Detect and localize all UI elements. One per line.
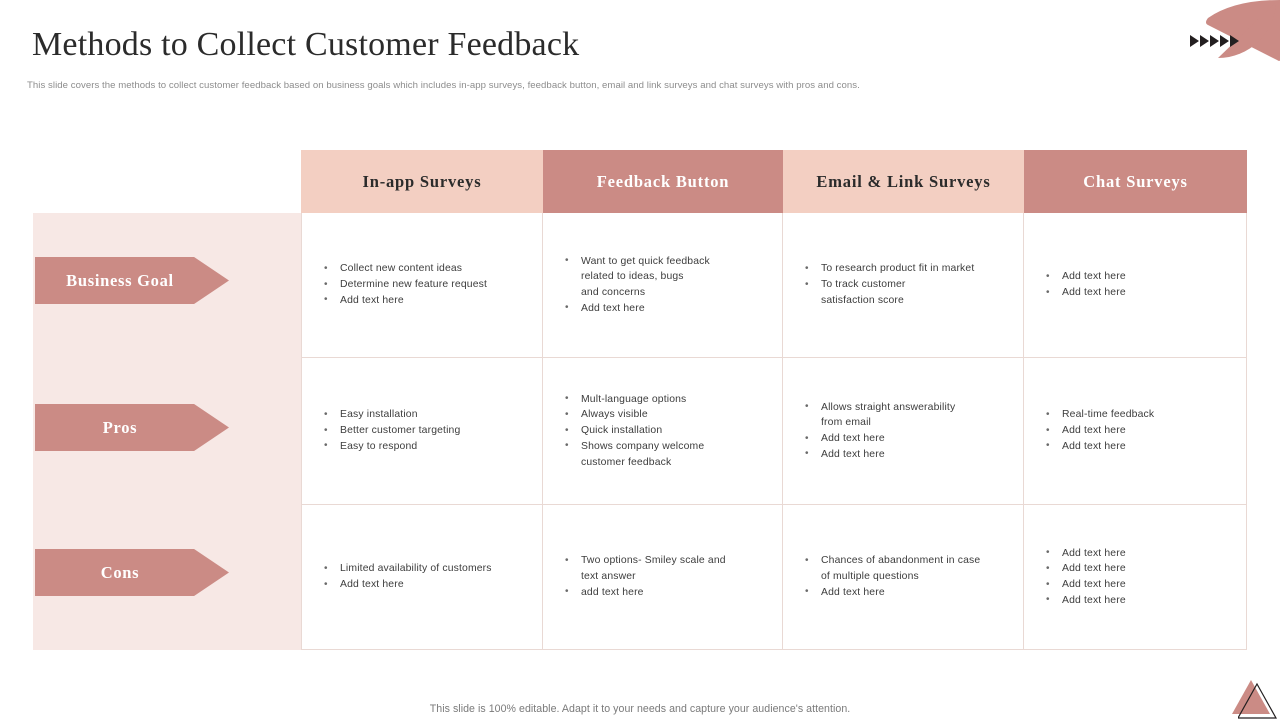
play-triangle-icon	[1190, 35, 1199, 47]
bullet-list: Real-time feedbackAdd text hereAdd text …	[1046, 407, 1154, 454]
table-cell: Chances of abandonment in case of multip…	[783, 505, 1024, 650]
bullet-item: To research product fit in market	[805, 261, 974, 277]
table-cell: Collect new content ideasDetermine new f…	[301, 213, 543, 358]
play-triangle-icon	[1200, 35, 1209, 47]
bullet-item: Add text here	[1046, 577, 1126, 593]
bullet-item: Add text here	[1046, 269, 1126, 285]
bullet-item: Two options- Smiley scale and text answe…	[565, 553, 726, 584]
column-header-email-link-surveys: Email & Link Surveys	[783, 150, 1024, 213]
row-label-text: Business Goal	[66, 270, 174, 290]
bullet-item: Add text here	[1046, 545, 1126, 562]
bullet-item: Shows company welcome customer feedback	[565, 438, 704, 470]
bullet-list: Mult-language optionsAlways visibleQuick…	[565, 391, 704, 471]
row-label-business-goal: Business Goal	[35, 257, 229, 304]
table-cell: To research product fit in marketTo trac…	[783, 213, 1024, 358]
bullet-item: Add text here	[1046, 285, 1126, 301]
table-cell: Real-time feedbackAdd text hereAdd text …	[1024, 358, 1247, 505]
table-cell: Two options- Smiley scale and text answe…	[543, 505, 783, 650]
bullet-item: Add text here	[805, 584, 980, 601]
slide-subtitle: This slide covers the methods to collect…	[27, 80, 860, 91]
bullet-item: Determine new feature request	[324, 277, 487, 293]
column-header-text: In-app Surveys	[362, 171, 482, 191]
bullet-list: Collect new content ideasDetermine new f…	[324, 261, 487, 308]
bullet-item: Mult-language options	[565, 391, 704, 408]
footer-note: This slide is 100% editable. Adapt it to…	[429, 703, 851, 715]
bullet-item: Add text here	[1046, 561, 1126, 577]
column-header-in-app-surveys: In-app Surveys	[301, 150, 543, 213]
row-label-cons: Cons	[35, 549, 229, 596]
row-label-text: Cons	[100, 562, 140, 582]
bullet-item: Limited availability of customers	[324, 561, 492, 577]
bullet-list: Chances of abandonment in case of multip…	[805, 553, 980, 600]
bullet-item: Add text here	[565, 300, 710, 317]
bullet-item: Add text here	[324, 577, 492, 593]
table-cell: Add text hereAdd text here	[1024, 213, 1247, 358]
table-cell: Limited availability of customersAdd tex…	[301, 505, 543, 650]
comparison-matrix: In-app Surveys Feedback Button Email & L…	[301, 150, 1247, 650]
column-header-text: Email & Link Surveys	[816, 171, 991, 191]
row-label-pros: Pros	[35, 404, 229, 451]
play-triangle-icon	[1230, 35, 1239, 47]
bullet-item: Collect new content ideas	[324, 261, 487, 277]
table-cell: Allows straight answerability from email…	[783, 358, 1024, 505]
bullet-item: To track customer satisfaction score	[805, 277, 974, 308]
bullet-item: Add text here	[324, 292, 487, 309]
bullet-item: Quick installation	[565, 423, 704, 439]
triangle-accent-icon	[1232, 678, 1280, 720]
bullet-list: Two options- Smiley scale and text answe…	[565, 553, 726, 600]
bullet-list: Easy installationBetter customer targeti…	[324, 407, 460, 454]
bullet-list: Add text hereAdd text hereAdd text hereA…	[1046, 545, 1126, 609]
play-triangle-icon	[1210, 35, 1219, 47]
bullet-item: Better customer targeting	[324, 423, 460, 439]
bullet-list: Want to get quick feedback related to id…	[565, 253, 710, 317]
column-header-chat-surveys: Chat Surveys	[1024, 150, 1247, 213]
bullet-list: To research product fit in marketTo trac…	[805, 261, 974, 308]
bullet-item: Add text here	[1046, 438, 1154, 455]
page-title: Methods to Collect Customer Feedback	[32, 26, 580, 63]
bullet-item: Easy to respond	[324, 438, 460, 455]
row-label-text: Pros	[102, 417, 138, 437]
table-cell: Easy installationBetter customer targeti…	[301, 358, 543, 505]
bullet-item: Easy installation	[324, 407, 460, 423]
table-cell: Want to get quick feedback related to id…	[543, 213, 783, 358]
column-header-feedback-button: Feedback Button	[543, 150, 783, 213]
bullet-item: add text here	[565, 584, 726, 601]
bullet-list: Allows straight answerability from email…	[805, 399, 955, 463]
bullet-item: Real-time feedback	[1046, 407, 1154, 423]
column-header-text: Chat Surveys	[1083, 171, 1188, 191]
column-header-text: Feedback Button	[596, 171, 730, 191]
half-circle-accent-icon	[1188, 0, 1280, 66]
bullet-item: Add text here	[805, 446, 955, 463]
bullet-item: Add text here	[1046, 423, 1154, 439]
table-cell: Mult-language optionsAlways visibleQuick…	[543, 358, 783, 505]
bullet-item: Want to get quick feedback related to id…	[565, 253, 710, 301]
bullet-list: Limited availability of customersAdd tex…	[324, 561, 492, 592]
play-triangle-icon	[1220, 35, 1229, 47]
bullet-item: Chances of abandonment in case of multip…	[805, 553, 980, 584]
bullet-item: Always visible	[565, 407, 704, 423]
bullet-item: Add text here	[805, 431, 955, 447]
arrow-strip	[1190, 35, 1239, 47]
bullet-item: Add text here	[1046, 592, 1126, 609]
bullet-item: Allows straight answerability from email	[805, 399, 955, 431]
bullet-list: Add text hereAdd text here	[1046, 269, 1126, 300]
table-cell: Add text hereAdd text hereAdd text hereA…	[1024, 505, 1247, 650]
